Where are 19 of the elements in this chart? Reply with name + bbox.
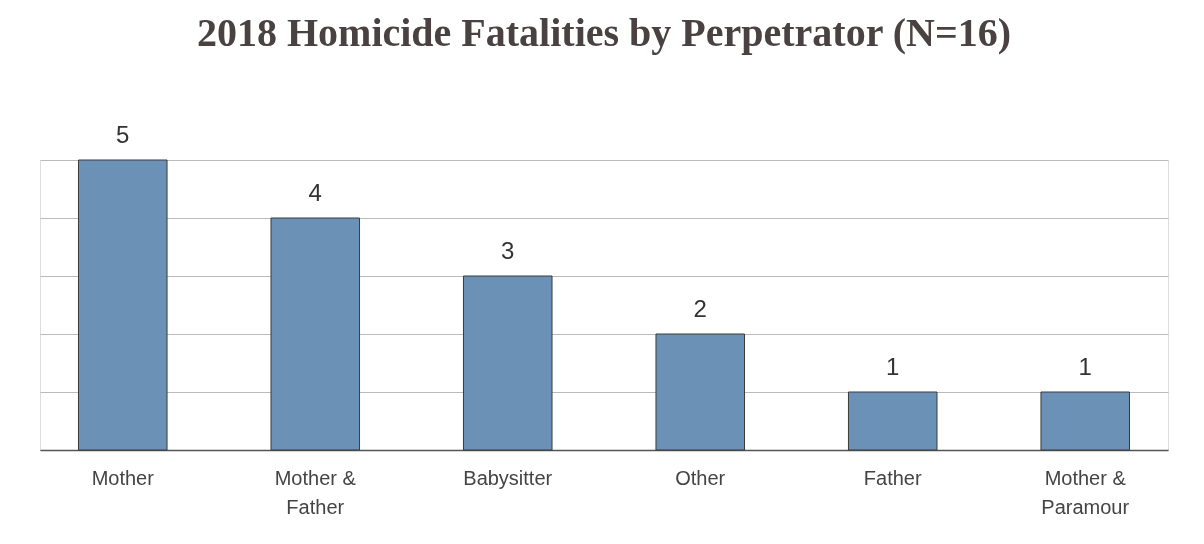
data-label: 2: [693, 295, 707, 322]
data-label: 3: [501, 237, 515, 264]
x-tick-label: Father: [863, 466, 922, 489]
bar: [655, 333, 746, 451]
chart-title: 2018 Homicide Fatalities by Perpetrator (N=16): [196, 10, 1012, 55]
x-tick-label: Mother: [91, 466, 155, 489]
bar: [462, 275, 553, 451]
data-label: 4: [308, 179, 322, 206]
x-tick-label: Mother & Father: [274, 466, 357, 518]
bar: [78, 159, 168, 451]
data-label: 1: [1078, 353, 1092, 380]
bar: [270, 217, 361, 451]
data-label: 5: [116, 121, 130, 148]
x-tick-label: Mother & Paramour: [1041, 466, 1130, 518]
bar: [1040, 391, 1130, 451]
x-tick-label: Other: [675, 466, 726, 489]
bar: [847, 391, 938, 451]
data-label: 1: [886, 353, 900, 380]
x-tick-label: Babysitter: [463, 466, 553, 489]
